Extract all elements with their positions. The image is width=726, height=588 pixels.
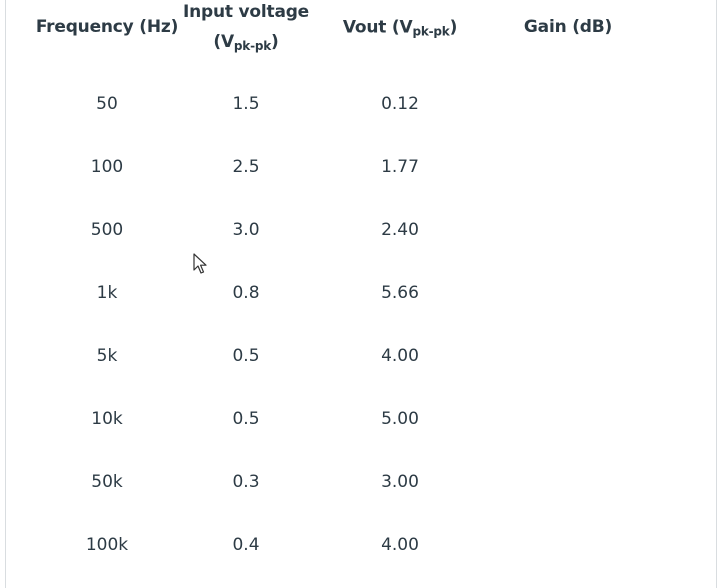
header-vout-close: ) [449, 17, 458, 38]
header-vout-sub: pk-pk [412, 24, 450, 39]
cell-frequency: 500 [90, 220, 124, 240]
cell-vout: 0.12 [381, 94, 419, 114]
cell-vout: 4.00 [381, 346, 419, 366]
content-panel [5, 0, 717, 588]
cell-vout: 5.66 [381, 283, 419, 303]
cell-frequency: 100k [85, 535, 129, 555]
cell-vout: 4.00 [381, 535, 419, 555]
header-input-voltage-sub: pk-pk [233, 39, 272, 53]
cell-input-voltage: 0.4 [232, 535, 260, 555]
cell-input-voltage: 1.5 [232, 94, 260, 114]
header-input-voltage-close: ) [271, 32, 279, 52]
cell-vout: 2.40 [381, 220, 419, 240]
cell-input-voltage: 0.3 [232, 472, 260, 492]
header-gain: Gain (dB) [523, 17, 613, 37]
cell-frequency: 50 [96, 94, 118, 114]
header-frequency: Frequency (Hz) [35, 17, 179, 37]
cell-input-voltage: 0.8 [232, 283, 260, 303]
cell-input-voltage: 3.0 [232, 220, 260, 240]
header-vout: Vout (Vpk-pk) [343, 18, 457, 39]
cell-vout: 3.00 [381, 472, 419, 492]
cell-frequency: 50k [91, 472, 123, 492]
cell-frequency: 100 [90, 157, 124, 177]
cell-frequency: 5k [96, 346, 118, 366]
mouse-pointer-icon [193, 253, 207, 274]
cell-vout: 5.00 [381, 409, 419, 429]
header-input-voltage: Input voltage (Vpk-pk) [183, 0, 309, 61]
cell-input-voltage: 2.5 [232, 157, 260, 177]
cell-frequency: 10k [91, 409, 123, 429]
header-input-voltage-line2: (Vpk-pk) [183, 27, 309, 61]
cell-input-voltage: 0.5 [232, 346, 260, 366]
cell-frequency: 1k [96, 283, 118, 303]
header-vout-prefix: Vout (V [342, 17, 413, 38]
cell-input-voltage: 0.5 [232, 409, 260, 429]
cell-vout: 1.77 [381, 157, 419, 177]
header-input-voltage-open: (V [213, 32, 234, 52]
header-input-voltage-line1: Input voltage [182, 2, 310, 22]
